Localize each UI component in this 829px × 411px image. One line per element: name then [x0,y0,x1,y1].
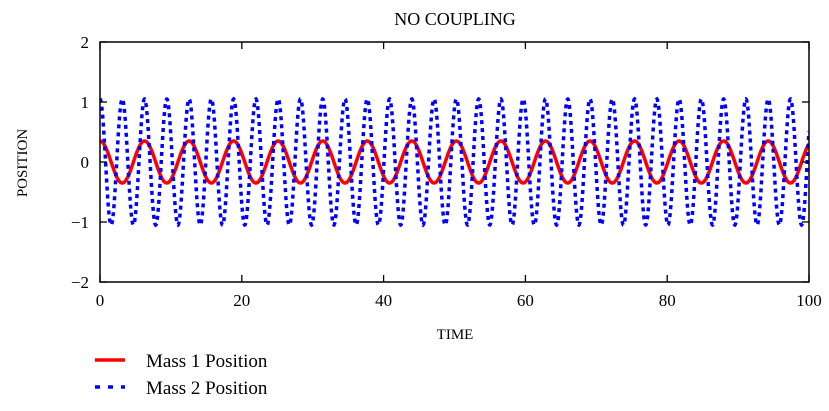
legend: Mass 1 Position Mass 2 Position [95,351,268,399]
y-tick-label: 1 [81,93,90,112]
plot-frame [99,41,810,283]
x-tick-label: 20 [233,291,250,310]
x-tick-label: 60 [517,291,534,310]
x-tick-label: 0 [96,291,105,310]
x-tick-label: 100 [796,291,822,310]
legend-label-1: Mass 1 Position [146,351,268,372]
y-tick-label: −2 [71,273,89,292]
y-tick-label: −1 [71,213,89,232]
chart-title: NO COUPLING [394,9,516,29]
legend-label-2: Mass 2 Position [146,378,268,399]
y-axis-title: POSITION [15,129,31,198]
y-tick-label: 2 [81,33,90,52]
x-tick-label: 80 [659,291,676,310]
series-line-1 [100,139,809,185]
series-line-2 [100,96,809,228]
y-tick-label: 0 [81,153,90,172]
plot-area: 0 20 40 60 80 100 −2 −1 0 1 2 [71,33,822,310]
x-axis-title: TIME [437,327,474,343]
x-tick-label: 40 [375,291,392,310]
